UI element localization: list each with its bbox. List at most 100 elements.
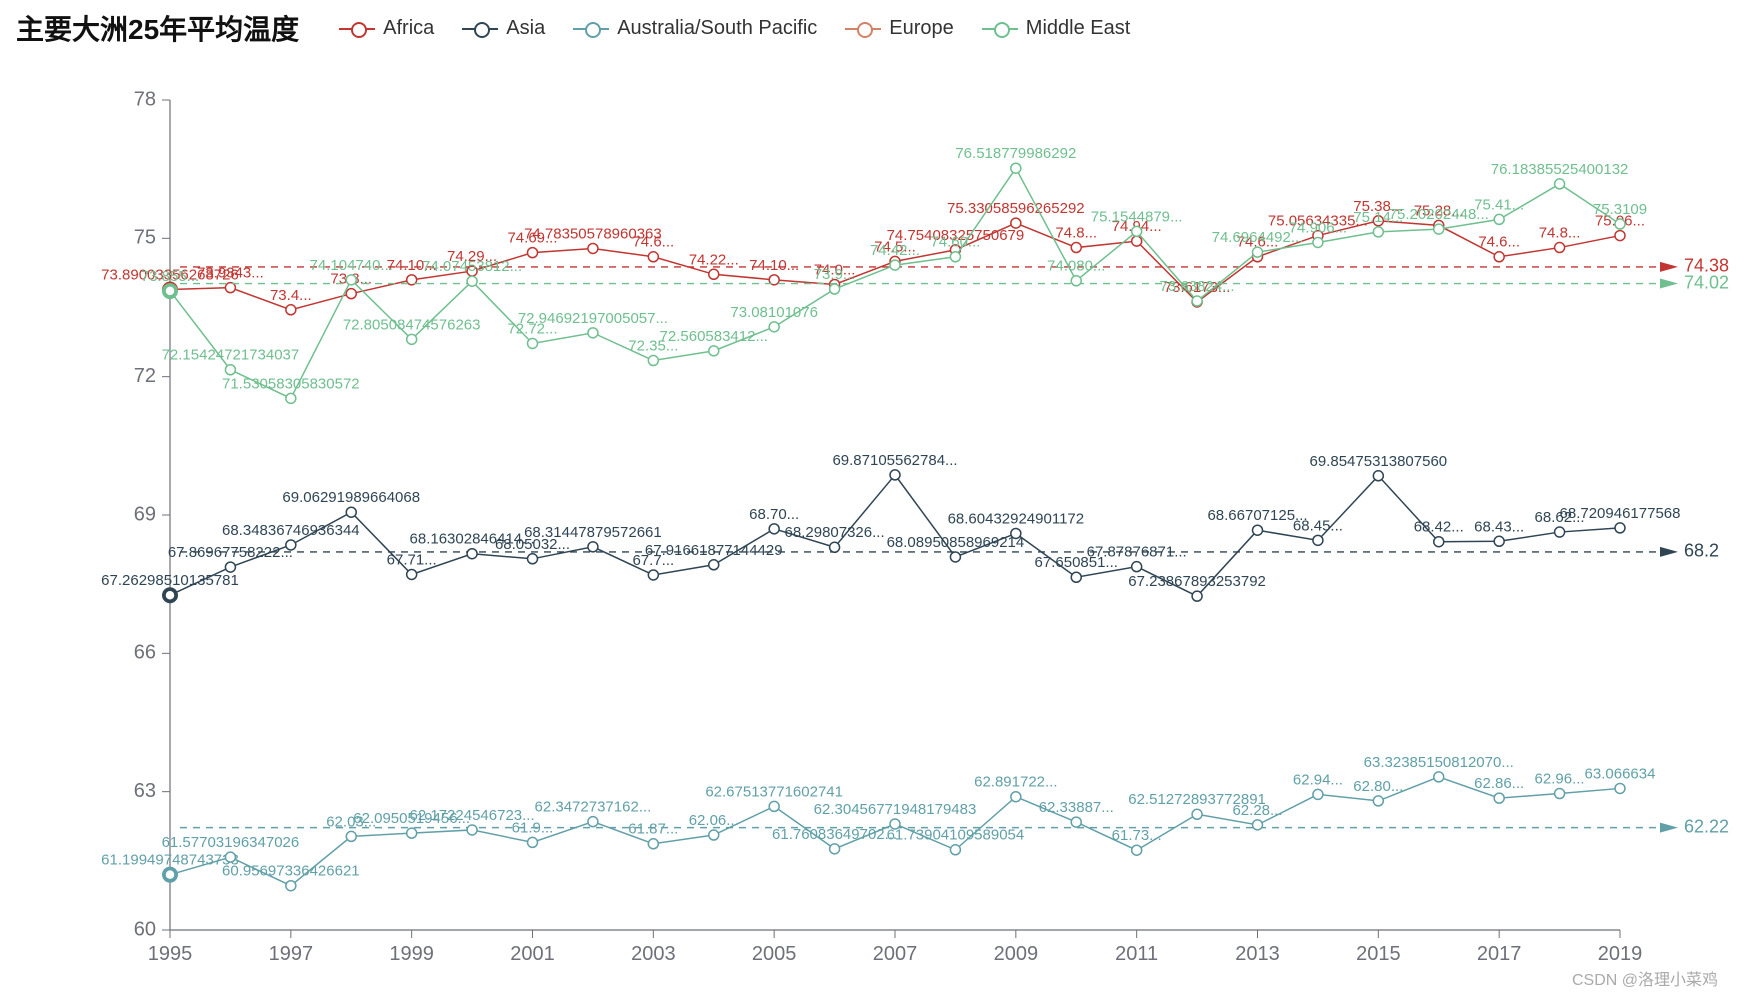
data-point[interactable] [1253, 247, 1263, 257]
data-point[interactable] [1313, 535, 1323, 545]
data-point[interactable] [1373, 796, 1383, 806]
data-point[interactable] [528, 248, 538, 258]
data-point[interactable] [1373, 471, 1383, 481]
data-point[interactable] [1494, 214, 1504, 224]
data-point[interactable] [709, 346, 719, 356]
data-point[interactable] [1555, 789, 1565, 799]
data-point[interactable] [1253, 820, 1263, 830]
data-point[interactable] [286, 881, 296, 891]
data-point[interactable] [1132, 845, 1142, 855]
data-point[interactable] [588, 328, 598, 338]
data-label: 68.720946177568 [1560, 505, 1681, 522]
data-point[interactable] [1132, 236, 1142, 246]
data-point[interactable] [528, 554, 538, 564]
data-point[interactable] [1555, 243, 1565, 253]
data-point[interactable] [588, 243, 598, 253]
data-point[interactable] [346, 831, 356, 841]
data-point[interactable] [528, 837, 538, 847]
data-point[interactable] [588, 542, 598, 552]
data-point[interactable] [1615, 523, 1625, 533]
data-point[interactable] [950, 845, 960, 855]
x-tick-label: 2017 [1477, 943, 1522, 965]
data-point[interactable] [346, 275, 356, 285]
data-point[interactable] [1373, 227, 1383, 237]
data-point[interactable] [1132, 562, 1142, 572]
data-point[interactable] [1071, 572, 1081, 582]
data-point[interactable] [830, 284, 840, 294]
data-point[interactable] [528, 338, 538, 348]
data-point[interactable] [407, 828, 417, 838]
data-point[interactable] [890, 260, 900, 270]
data-label: 67.91661877144429 [645, 542, 783, 559]
data-point[interactable] [1494, 252, 1504, 262]
data-point[interactable] [648, 839, 658, 849]
data-point[interactable] [286, 540, 296, 550]
data-point[interactable] [1071, 276, 1081, 286]
data-point[interactable] [1071, 817, 1081, 827]
data-point[interactable] [1434, 772, 1444, 782]
data-point[interactable] [1011, 528, 1021, 538]
data-point[interactable] [1555, 179, 1565, 189]
data-point[interactable] [165, 870, 175, 880]
data-point[interactable] [1615, 231, 1625, 241]
data-point[interactable] [467, 825, 477, 835]
data-point[interactable] [1434, 224, 1444, 234]
data-point[interactable] [769, 322, 779, 332]
series-arrow-icon [1660, 262, 1678, 272]
data-point[interactable] [709, 560, 719, 570]
data-label: 68.45... [1293, 517, 1343, 534]
data-point[interactable] [1011, 163, 1021, 173]
data-point[interactable] [1192, 296, 1202, 306]
data-point[interactable] [1011, 218, 1021, 228]
data-point[interactable] [165, 286, 175, 296]
data-point[interactable] [588, 817, 598, 827]
data-point[interactable] [1494, 793, 1504, 803]
data-point[interactable] [1253, 525, 1263, 535]
data-point[interactable] [346, 289, 356, 299]
data-point[interactable] [1313, 789, 1323, 799]
data-label: 73.9... [814, 266, 856, 283]
data-point[interactable] [1434, 537, 1444, 547]
data-point[interactable] [648, 356, 658, 366]
data-label: 75.1544879... [1091, 208, 1183, 225]
data-point[interactable] [1132, 226, 1142, 236]
data-point[interactable] [225, 852, 235, 862]
data-point[interactable] [407, 334, 417, 344]
data-point[interactable] [950, 252, 960, 262]
data-point[interactable] [1071, 243, 1081, 253]
data-label: 74.8... [1539, 225, 1581, 242]
data-point[interactable] [467, 549, 477, 559]
data-point[interactable] [1192, 591, 1202, 601]
data-point[interactable] [225, 562, 235, 572]
data-point[interactable] [709, 830, 719, 840]
data-label: 72.94692197005057... [518, 310, 668, 327]
data-point[interactable] [1011, 792, 1021, 802]
data-point[interactable] [1615, 219, 1625, 229]
data-point[interactable] [286, 305, 296, 315]
data-point[interactable] [830, 542, 840, 552]
data-point[interactable] [346, 507, 356, 517]
data-point[interactable] [1313, 237, 1323, 247]
data-point[interactable] [709, 269, 719, 279]
data-point[interactable] [1494, 536, 1504, 546]
data-label: 69.06291989664068 [282, 489, 420, 506]
data-point[interactable] [1555, 527, 1565, 537]
x-tick-label: 2011 [1115, 943, 1158, 965]
series-end-label: 74.02 [1684, 272, 1729, 292]
data-point[interactable] [467, 276, 477, 286]
data-point[interactable] [165, 590, 175, 600]
data-point[interactable] [648, 570, 658, 580]
data-point[interactable] [407, 569, 417, 579]
data-point[interactable] [890, 470, 900, 480]
data-point[interactable] [950, 552, 960, 562]
data-point[interactable] [1615, 783, 1625, 793]
data-label: 76.518779986292 [955, 145, 1076, 162]
data-point[interactable] [225, 365, 235, 375]
data-point[interactable] [769, 524, 779, 534]
data-point[interactable] [830, 844, 840, 854]
data-point[interactable] [769, 801, 779, 811]
data-point[interactable] [648, 252, 658, 262]
data-point[interactable] [1192, 809, 1202, 819]
data-label: 73.4... [270, 287, 312, 304]
data-point[interactable] [286, 393, 296, 403]
